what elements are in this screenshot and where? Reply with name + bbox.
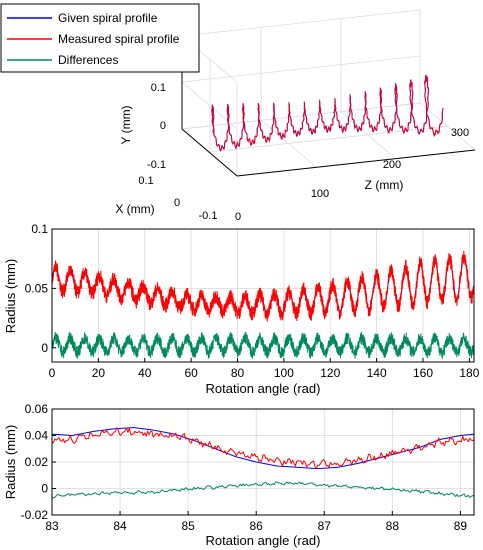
z3d-tick-0: 0 xyxy=(235,211,241,223)
x3d-tick-0.1: 0.1 xyxy=(138,175,153,187)
p3-ylabel: Radius (mm) xyxy=(3,425,18,499)
x-tick-label: 0 xyxy=(49,366,56,380)
x-tick-label: 80 xyxy=(231,366,245,380)
legend: Given spiral profile Measured spiral pro… xyxy=(0,3,200,73)
x-tick-label: 89 xyxy=(454,519,468,533)
x-tick-label: 140 xyxy=(367,366,387,380)
p3-series xyxy=(51,427,475,499)
legend-label-differences: Differences xyxy=(58,53,118,67)
p3-xlabel: Rotation angle (rad) xyxy=(206,533,321,548)
y3d-axis-label: Y (mm) xyxy=(119,105,133,144)
x-tick-label: 100 xyxy=(274,366,294,380)
legend-label-measured: Measured spiral profile xyxy=(58,32,180,46)
x3d-axis-label: X (mm) xyxy=(115,202,154,216)
x3d-tick--0.1: -0.1 xyxy=(199,210,218,222)
spiral-curves xyxy=(211,74,444,152)
y3d-tick-0.1: 0.1 xyxy=(151,82,166,94)
y-tick-label: 0.06 xyxy=(25,402,49,416)
spiral-measured-line xyxy=(211,74,444,151)
x-tick-label: 83 xyxy=(45,519,59,533)
series-line-measured-spiral-profile xyxy=(51,250,475,322)
x3d-tick-0: 0 xyxy=(174,197,180,209)
p2-axes-box xyxy=(51,228,475,363)
y-tick-label: -0.02 xyxy=(21,508,49,522)
z3d-axis-label: Z (mm) xyxy=(365,178,404,192)
x-tick-label: 88 xyxy=(386,519,400,533)
x-tick-label: 40 xyxy=(138,366,152,380)
z3d-tick-100: 100 xyxy=(311,188,329,200)
radius-full-panel: 0 20 40 60 80 100 120 140 160 180 0 0.05 0.1 Rotatio… xyxy=(3,222,480,396)
x-tick-label: 84 xyxy=(113,519,127,533)
p2-ylabel: Radius (mm) xyxy=(3,259,18,333)
x-tick-label: 160 xyxy=(413,366,433,380)
radius-zoom-panel: 83 84 85 86 87 88 89 -0.02 0 0.02 0.04 0.06 Rotatio… xyxy=(3,402,475,548)
p2-xlabel: Rotation angle (rad) xyxy=(206,381,321,396)
legend-label-given: Given spiral profile xyxy=(58,11,158,25)
series-line-given-spiral-profile xyxy=(51,427,475,470)
x-tick-label: 86 xyxy=(250,519,264,533)
x-tick-label: 20 xyxy=(92,366,106,380)
p2-series xyxy=(51,250,475,359)
series-line-differences xyxy=(51,481,475,499)
series-line-measured-spiral-profile xyxy=(51,427,475,469)
y3d-tick--0.1: -0.1 xyxy=(147,159,166,171)
z3d-tick-300: 300 xyxy=(451,127,469,139)
x-tick-label: 120 xyxy=(320,366,340,380)
y-tick-label: 0.05 xyxy=(25,281,49,295)
x-tick-label: 87 xyxy=(318,519,332,533)
spiral-3d-panel: 0.1 0 -0.1 Y (mm) 0.1 0 -0.1 X (mm) 0 10… xyxy=(115,9,476,223)
p3-ticks: 83 84 85 86 87 88 89 -0.02 0 0.02 0.04 0.06 xyxy=(21,402,468,533)
z3d-tick-200: 200 xyxy=(383,159,401,171)
x-tick-label: 60 xyxy=(184,366,198,380)
x-tick-label: 180 xyxy=(459,366,479,380)
y-tick-label: 0.1 xyxy=(31,222,48,236)
p2-ticks: 0 20 40 60 80 100 120 140 160 180 0 0.05 0.1 xyxy=(25,222,480,380)
series-line-differences xyxy=(51,331,475,359)
y3d-tick-0: 0 xyxy=(160,120,166,132)
y-tick-label: 0 xyxy=(41,341,48,355)
y-tick-label: 0.02 xyxy=(25,455,49,469)
x-tick-label: 85 xyxy=(181,519,195,533)
y-tick-label: 0 xyxy=(41,482,48,496)
y-tick-label: 0.04 xyxy=(25,429,49,443)
